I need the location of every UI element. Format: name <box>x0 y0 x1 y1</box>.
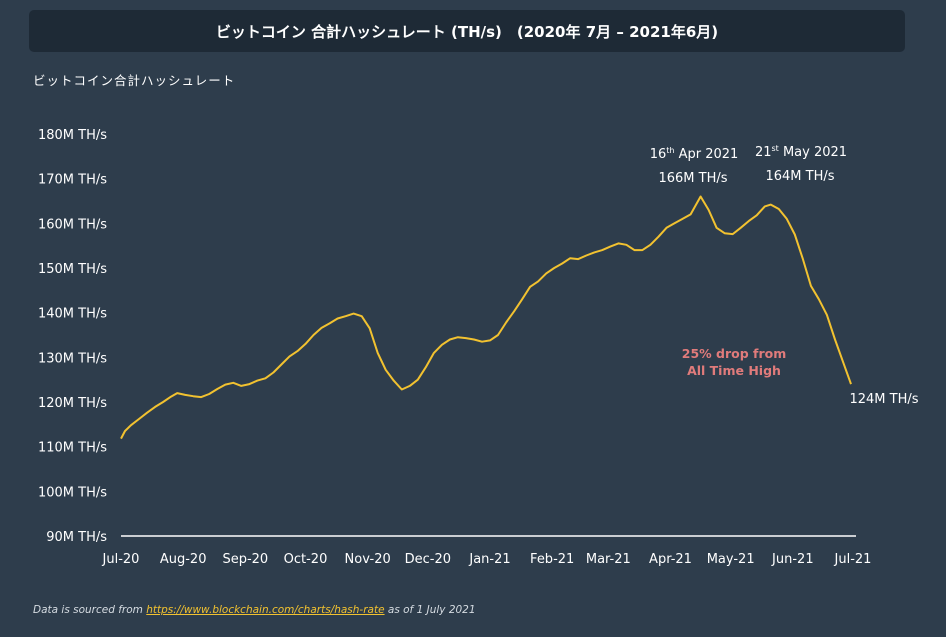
x-tick-label: Oct-20 <box>284 552 328 567</box>
x-tick-label: Jul-21 <box>834 552 872 567</box>
x-tick-label: Mar-21 <box>586 552 631 567</box>
y-tick-label: 90M TH/s <box>46 530 107 545</box>
title-bar: ビットコイン 合計ハッシュレート (TH/s) (2020年 7月 – 2021… <box>29 10 905 52</box>
x-tick-label: Apr-21 <box>649 552 692 567</box>
x-tick-label: Aug-20 <box>160 552 207 567</box>
peak-may-month: May 2021 <box>779 145 847 160</box>
y-tick-label: 120M TH/s <box>38 396 107 411</box>
footer-prefix: Data is sourced from <box>33 604 147 616</box>
y-axis-label: ビットコイン合計ハッシュレート <box>33 73 236 88</box>
source-link[interactable]: https://www.blockchain.com/charts/hash-r… <box>146 604 385 616</box>
y-tick-label: 130M TH/s <box>38 351 107 366</box>
peak-apr-day: 16 <box>650 147 667 162</box>
y-tick-label: 100M TH/s <box>38 485 107 500</box>
x-tick-labels: Jul-20 Aug-20 Sep-20 Oct-20 Nov-20 Dec-20 Jan-… <box>102 552 872 567</box>
x-tick-label: Jan-21 <box>468 552 510 567</box>
peak-apr-suffix: th <box>666 146 674 155</box>
y-tick-label: 170M TH/s <box>38 173 107 188</box>
end-value-label: 124M TH/s <box>849 392 918 407</box>
y-tick-labels: 90M TH/s 100M TH/s 110M TH/s 120M TH/s 130M … <box>38 128 107 545</box>
drop-annotation-line1: 25% drop from <box>682 346 787 361</box>
y-tick-label: 150M TH/s <box>38 262 107 277</box>
y-tick-label: 180M TH/s <box>38 128 107 143</box>
y-tick-label: 110M TH/s <box>38 441 107 456</box>
y-tick-label: 160M TH/s <box>38 217 107 232</box>
x-tick-label: Dec-20 <box>405 552 451 567</box>
source-footer: Data is sourced from https://www.blockch… <box>33 604 476 616</box>
peak-apr-date-label: 16th Apr 2021 <box>650 146 739 162</box>
peak-may-suffix: st <box>772 144 779 153</box>
x-tick-label: Sep-20 <box>222 552 268 567</box>
hashrate-series-line <box>120 195 852 440</box>
chart-title: ビットコイン 合計ハッシュレート (TH/s) (2020年 7月 – 2021… <box>215 22 719 41</box>
x-tick-label: Feb-21 <box>530 552 574 567</box>
x-tick-label: Jul-20 <box>102 552 140 567</box>
peak-apr-month: Apr 2021 <box>674 147 738 162</box>
peak-may-date-label: 21st May 2021 <box>755 144 847 160</box>
drop-annotation-line2: All Time High <box>687 363 781 378</box>
peak-apr-value-label: 166M TH/s <box>658 171 727 186</box>
y-tick-label: 140M TH/s <box>38 307 107 322</box>
x-tick-label: May-21 <box>707 552 755 567</box>
peak-may-day: 21 <box>755 145 772 160</box>
peak-may-value-label: 164M TH/s <box>765 169 834 184</box>
x-tick-label: Jun-21 <box>771 552 814 567</box>
footer-suffix: as of 1 July 2021 <box>384 604 476 616</box>
x-tick-label: Nov-20 <box>345 552 391 567</box>
